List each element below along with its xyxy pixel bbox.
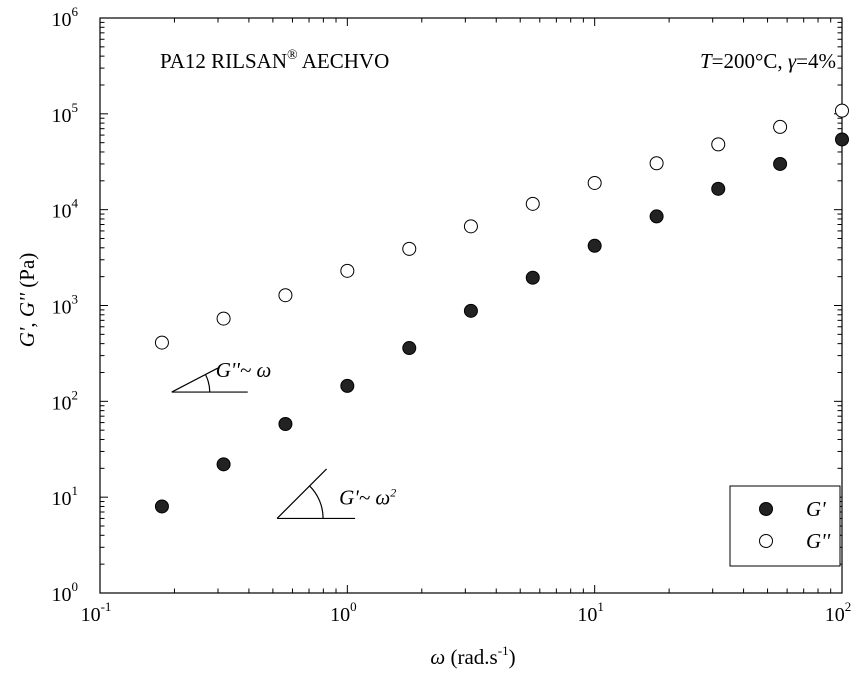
y-tick-label: 106 [52,4,79,31]
data-point-g-prime [649,209,664,224]
data-point-g-prime [216,457,231,472]
y-tick-label-exponent: 1 [72,483,79,498]
condition-label: T=200°C, γ=4% [700,49,836,73]
x-axis-label: ω (rad.s-1) [430,643,515,669]
data-point-g-prime [711,181,726,196]
data-point-g-double-prime [154,335,169,350]
x-tick-label-exponent: 2 [845,599,852,614]
x-tick-label: 101 [577,599,604,626]
x-tick-label-base: 10 [825,604,845,626]
data-point-g-double-prime [402,241,417,256]
y-tick-label-base: 10 [52,105,72,127]
slope-annotations: G''~ ω G'~ ω2 [171,358,396,520]
y-tick-label-base: 10 [52,392,72,414]
data-point-g-prime [463,303,478,318]
x-tick-label-base: 10 [81,604,101,626]
data-point-g-double-prime [216,311,231,326]
data-point-g-double-prime [711,137,726,152]
y-tick-label-exponent: 4 [72,196,79,211]
y-tick-label: 100 [52,579,79,606]
data-point-g-prime [340,378,355,393]
data-point-g-double-prime [649,156,664,171]
data-point-g-double-prime [835,103,849,118]
x-tick-label-exponent: -1 [101,599,112,614]
y-tick-label: 105 [52,100,79,127]
y-tick-label: 103 [52,292,79,319]
y-tick-label: 101 [52,483,79,510]
y-tick-label-exponent: 3 [72,292,79,307]
legend: G' G'' [729,485,841,567]
x-tick-label-base: 10 [577,604,597,626]
data-point-g-prime [587,238,602,253]
legend-marker-g-double-prime [759,534,773,548]
x-tick-label-exponent: 1 [597,599,604,614]
data-point-g-double-prime [525,196,540,211]
data-point-g-prime [835,132,849,147]
data-point-g-prime [278,417,293,432]
data-point-g-double-prime [773,119,788,134]
x-tick-label: 10-1 [81,599,112,626]
legend-label-g-prime: G' [806,497,826,521]
slope-arm [276,468,328,519]
slope-arm [171,367,219,393]
y-tick-label: 104 [52,196,79,223]
legend-box [729,485,841,567]
y-tick-label-exponent: 6 [72,4,79,19]
legend-marker-g-prime [759,502,773,516]
slope-angle-arc [309,485,324,519]
data-point-g-prime [773,156,788,171]
slope-angle-arc [204,374,211,393]
y-tick-label-base: 10 [52,201,72,223]
chart-title: PA12 RILSAN® AECHVO [160,48,389,73]
x-tick-label: 100 [330,599,357,626]
slope-label-g-prime: G'~ ω2 [339,485,396,509]
data-points [154,103,849,514]
y-tick-label-exponent: 0 [72,579,79,594]
data-point-g-double-prime [463,219,478,234]
y-axis-label: G', G'' (Pa) [15,253,39,348]
data-point-g-double-prime [340,263,355,278]
data-point-g-double-prime [587,175,602,190]
data-point-g-double-prime [278,288,293,303]
x-tick-label-base: 10 [330,604,350,626]
y-tick-label-base: 10 [52,584,72,606]
y-tick-label-base: 10 [52,9,72,31]
slope-label-g-prime-exponent: 2 [390,485,396,499]
data-point-g-prime [402,341,417,356]
y-tick-label-base: 10 [52,488,72,510]
x-tick-label: 102 [825,599,852,626]
slope-label-g-prime-base: G'~ ω [339,485,390,509]
data-point-g-prime [154,499,169,514]
slope-label-g-double-prime: G''~ ω [216,358,272,382]
y-tick-label-exponent: 5 [72,100,79,115]
y-tick-label-base: 10 [52,297,72,319]
data-point-g-prime [525,270,540,285]
y-tick-label-exponent: 2 [72,387,79,402]
y-tick-label: 102 [52,387,79,414]
legend-label-g-double-prime: G'' [806,529,831,553]
x-tick-label-exponent: 0 [350,599,357,614]
